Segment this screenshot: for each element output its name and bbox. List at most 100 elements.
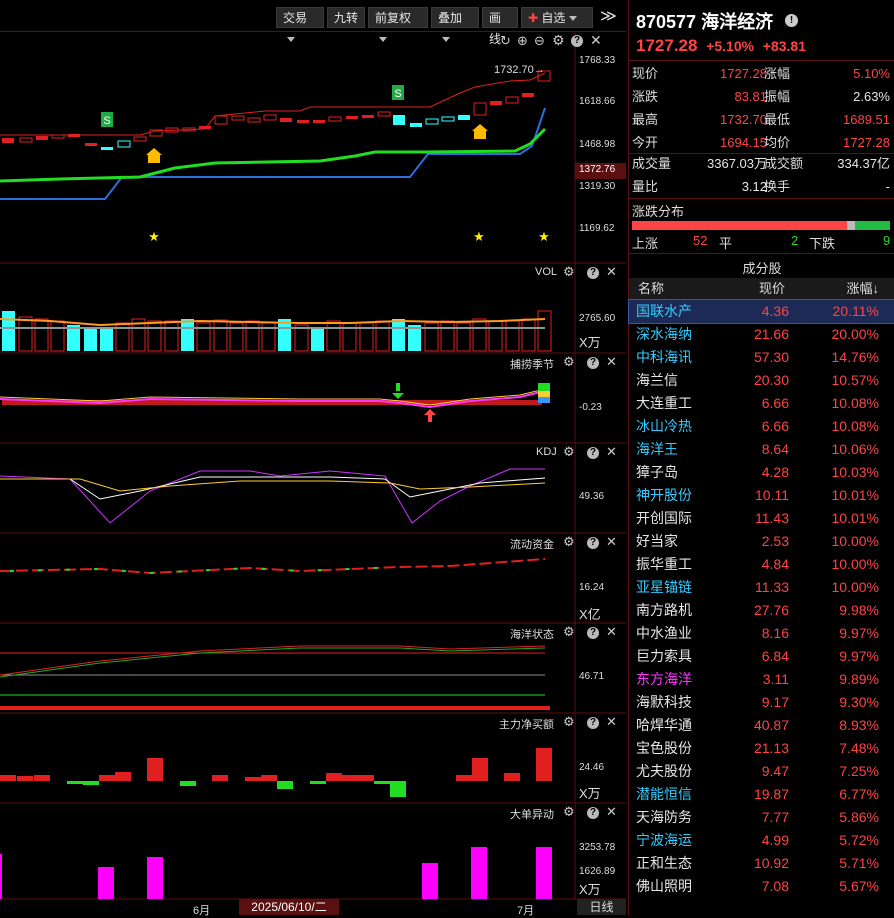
stock-price-cell: 6.66: [761, 395, 789, 411]
season-label: 捕捞季节: [510, 359, 554, 371]
trade-button[interactable]: 交易: [276, 7, 324, 43]
table-row[interactable]: 好当家 2.53 10.00%: [629, 530, 894, 553]
quote-label: 成交额: [764, 156, 804, 171]
help-icon[interactable]: ?: [587, 447, 599, 459]
info-icon[interactable]: !: [785, 14, 798, 27]
table-row[interactable]: 冰山冷热 6.66 10.08%: [629, 415, 894, 438]
table-row[interactable]: 宝色股份 21.13 7.48%: [629, 737, 894, 760]
ocean-line-green: [0, 647, 546, 678]
table-row[interactable]: 开创国际 11.43 10.01%: [629, 507, 894, 530]
stock-name-cell: 宁波海运: [636, 832, 692, 848]
table-row[interactable]: 尤夫股份 9.47 7.25%: [629, 760, 894, 783]
close-icon[interactable]: ✕: [606, 354, 617, 369]
stock-change-cell: 5.67%: [839, 878, 879, 894]
gear-icon[interactable]: ⚙: [563, 624, 575, 639]
distribution-bar-down: [855, 221, 890, 230]
table-row[interactable]: 獐子岛 4.28 10.03%: [629, 461, 894, 484]
quote-value: 1727.28: [843, 135, 890, 150]
help-icon[interactable]: ?: [587, 267, 599, 279]
close-icon[interactable]: ✕: [606, 804, 617, 819]
help-icon[interactable]: ?: [587, 357, 599, 369]
table-row[interactable]: 神开股份 10.11 10.01%: [629, 484, 894, 507]
table-row[interactable]: 海洋王 8.64 10.06%: [629, 438, 894, 461]
close-icon[interactable]: ✕: [606, 444, 617, 459]
gear-icon[interactable]: ⚙: [563, 354, 575, 369]
flow-unit: X亿: [579, 607, 601, 622]
help-icon[interactable]: ?: [587, 717, 599, 729]
help-icon[interactable]: ?: [587, 627, 599, 639]
table-row[interactable]: 深水海纳 21.66 20.00%: [629, 323, 894, 346]
stock-name: 海洋经济: [701, 12, 774, 32]
stock-change-cell: 8.93%: [839, 717, 879, 733]
remove-indicator-icon[interactable]: ⊖: [534, 33, 545, 48]
stock-price-cell: 3.11: [762, 671, 789, 687]
table-row[interactable]: 南方路机 27.76 9.98%: [629, 599, 894, 622]
quote-label: 量比: [632, 179, 659, 194]
stock-name-cell: 尤夫股份: [636, 763, 692, 779]
svg-text:S: S: [394, 88, 401, 100]
close-icon[interactable]: ✕: [606, 264, 617, 279]
table-row[interactable]: 哈焊华通 40.87 8.93%: [629, 714, 894, 737]
adjust-button[interactable]: 前复权: [368, 7, 428, 43]
stock-change-cell: 9.89%: [839, 671, 879, 687]
stock-change-cell: 10.00%: [831, 556, 879, 572]
chevron-down-icon: [379, 37, 387, 43]
table-row[interactable]: 大连重工 6.66 10.08%: [629, 392, 894, 415]
table-row[interactable]: 中科海讯 57.30 14.76%: [629, 346, 894, 369]
y-tick: 1169.62: [579, 223, 615, 234]
stock-price-cell: 7.08: [761, 878, 789, 894]
stock-name-cell: 正和生态: [636, 855, 692, 871]
period-selector[interactable]: 日线: [577, 899, 626, 915]
stock-name-cell: 亚星锚链: [636, 579, 692, 595]
table-row[interactable]: 天海防务 7.77 5.86%: [629, 806, 894, 829]
table-row[interactable]: 中水渔业 8.16 9.97%: [629, 622, 894, 645]
constituents-title: 成分股: [742, 261, 782, 276]
draw-line-button[interactable]: 画线: [482, 7, 518, 46]
table-row[interactable]: 潜能恒信 19.87 6.77%: [629, 783, 894, 806]
stock-code: 870577: [636, 12, 697, 32]
vol-unit: X万: [579, 335, 601, 350]
refresh-icon[interactable]: ↻: [500, 33, 511, 48]
overlay-label: 叠加: [438, 11, 463, 25]
gear-icon[interactable]: ⚙: [563, 444, 575, 459]
nine-turn-button[interactable]: 九转: [327, 7, 365, 28]
header-name[interactable]: 名称: [638, 281, 665, 296]
add-indicator-icon[interactable]: ⊕: [517, 33, 528, 48]
stock-name-cell: 潜能恒信: [636, 786, 692, 802]
gear-icon[interactable]: ⚙: [563, 264, 575, 279]
table-row[interactable]: 国联水产 4.36 20.11%: [628, 299, 894, 324]
headline-change: +83.81: [762, 38, 807, 54]
header-price[interactable]: 现价: [758, 281, 785, 296]
stock-name-cell: 国联水产: [636, 303, 692, 319]
table-row[interactable]: 亚星锚链 11.33 10.00%: [629, 576, 894, 599]
stock-price-cell: 6.84: [761, 648, 789, 664]
table-row[interactable]: 宁波海运 4.99 5.72%: [629, 829, 894, 852]
watchlist-label: 自选: [541, 11, 566, 25]
gear-icon[interactable]: ⚙: [563, 534, 575, 549]
gear-icon[interactable]: ⚙: [563, 714, 575, 729]
table-row[interactable]: 海默科技 9.17 9.30%: [629, 691, 894, 714]
close-icon[interactable]: ✕: [590, 32, 602, 48]
table-row[interactable]: 振华重工 4.84 10.00%: [629, 553, 894, 576]
table-row[interactable]: 佛山照明 7.08 5.67%: [629, 875, 894, 898]
gear-icon[interactable]: ⚙: [563, 804, 575, 819]
overlay-button[interactable]: 叠加: [431, 7, 479, 43]
help-icon[interactable]: ?: [587, 537, 599, 549]
expand-icon[interactable]: ≫: [600, 8, 617, 25]
table-row[interactable]: 正和生态 10.92 5.71%: [629, 852, 894, 875]
table-row[interactable]: 东方海洋 3.11 9.89%: [629, 668, 894, 691]
help-icon[interactable]: ?: [571, 35, 583, 47]
close-icon[interactable]: ✕: [606, 624, 617, 639]
table-row[interactable]: 巨力索具 6.84 9.97%: [629, 645, 894, 668]
chevron-down-icon: [287, 37, 295, 43]
y-tick: 1468.98: [579, 139, 616, 150]
stock-price-cell: 7.77: [761, 809, 789, 825]
watchlist-button[interactable]: ✚ 自选: [521, 7, 593, 28]
help-icon[interactable]: ?: [587, 807, 599, 819]
header-change[interactable]: 涨幅↓: [846, 281, 879, 296]
close-icon[interactable]: ✕: [606, 534, 617, 549]
close-icon[interactable]: ✕: [606, 714, 617, 729]
gear-icon[interactable]: ⚙: [552, 32, 565, 48]
net-buy-bars: [0, 748, 552, 797]
table-row[interactable]: 海兰信 20.30 10.57%: [629, 369, 894, 392]
